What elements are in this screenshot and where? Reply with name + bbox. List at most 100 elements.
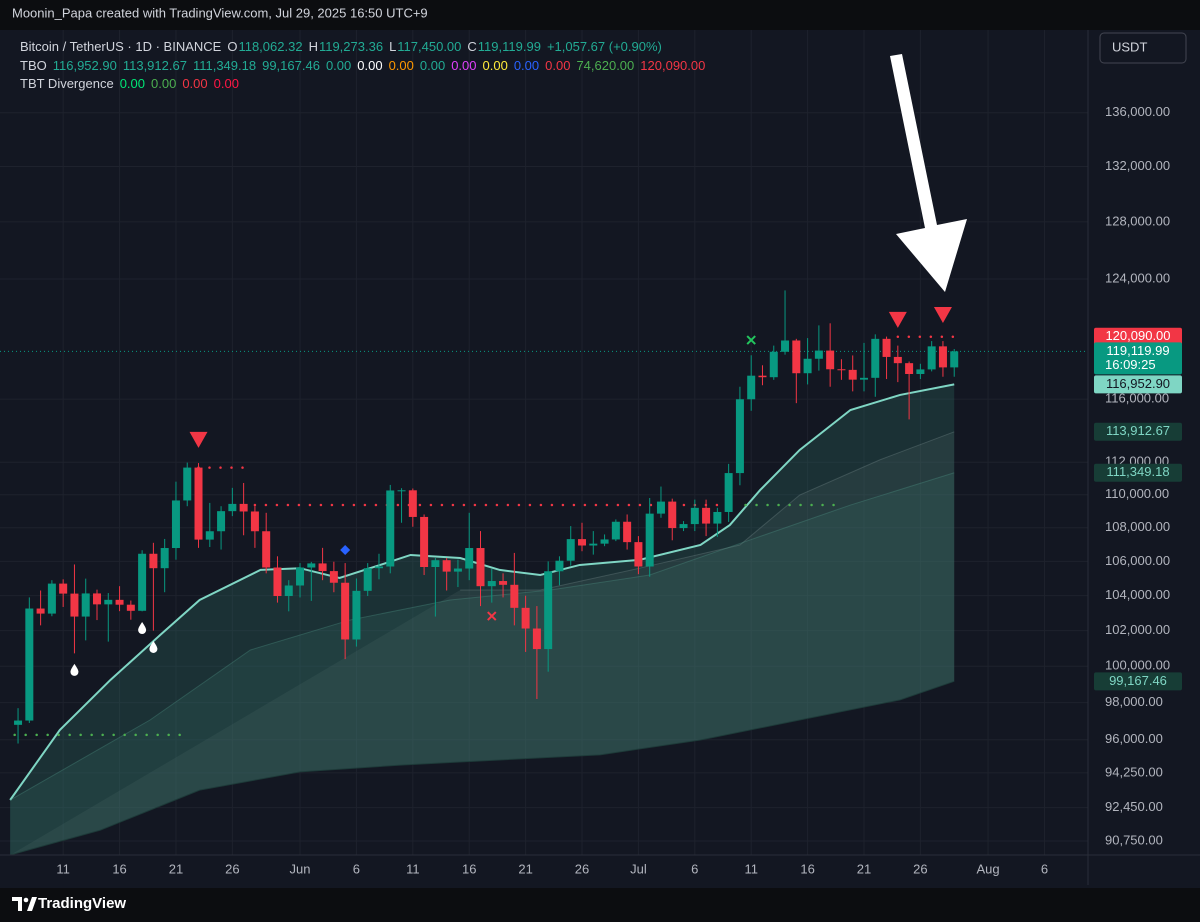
legend-value: 0.00 xyxy=(119,76,145,91)
candle-body xyxy=(871,338,880,378)
candle-body xyxy=(769,351,778,378)
x-tick-label: Aug xyxy=(976,861,999,876)
candle-body xyxy=(262,531,271,568)
candle-body xyxy=(239,503,248,512)
signal-marker xyxy=(888,311,907,328)
y-tick-label: 94,250.00 xyxy=(1105,764,1163,779)
legend-value: 119,273.36 xyxy=(318,39,384,54)
x-tick-label: 21 xyxy=(518,861,532,876)
candle-body xyxy=(476,548,485,587)
plot-area xyxy=(0,30,1088,855)
x-tick-label: 26 xyxy=(913,861,927,876)
candle-body xyxy=(70,593,79,617)
candle-body xyxy=(194,467,203,540)
footer-brand: TradingView xyxy=(38,895,126,912)
legend-value: 117,450.00 xyxy=(397,39,462,54)
candle-body xyxy=(623,521,632,543)
legend-name: Bitcoin / TetherUS · 1D · BINANCE xyxy=(20,39,222,54)
candle-body xyxy=(329,571,338,583)
candle-body xyxy=(578,539,587,546)
candle-body xyxy=(374,566,383,569)
candle-body xyxy=(149,553,158,569)
candle-body xyxy=(250,511,259,532)
x-tick-label: 16 xyxy=(800,861,814,876)
candle-body xyxy=(859,377,868,380)
candle-body xyxy=(532,628,541,650)
x-tick-label: Jun xyxy=(290,861,311,876)
y-tick-label: 132,000.00 xyxy=(1105,158,1170,173)
x-tick-label: 11 xyxy=(56,861,70,876)
legend-value: 99,167.46 xyxy=(262,57,320,73)
x-tick-label: 16 xyxy=(112,861,126,876)
candle-body xyxy=(273,567,282,597)
candle-body xyxy=(138,553,147,611)
legend-value: 0.00 xyxy=(182,76,208,91)
x-tick-label: 11 xyxy=(406,861,420,876)
candle-body xyxy=(487,581,496,587)
candle-body xyxy=(893,356,902,364)
candle-body xyxy=(555,560,564,572)
y-tick-label: 92,450.00 xyxy=(1105,799,1163,814)
candle-body xyxy=(589,543,598,546)
candle-body xyxy=(36,608,45,614)
logo xyxy=(12,897,37,911)
candle-body xyxy=(645,513,654,567)
top-bar xyxy=(0,0,1200,30)
candle-body xyxy=(465,548,474,569)
candle-body xyxy=(611,521,620,540)
signal-marker xyxy=(746,335,756,345)
currency[interactable]: USDT xyxy=(1112,39,1147,54)
y-tick-label: 104,000.00 xyxy=(1105,587,1170,602)
candle-body xyxy=(126,604,135,611)
candle-body xyxy=(59,583,68,594)
price-label: 116,952.90 xyxy=(1106,376,1170,391)
candle-body xyxy=(702,507,711,524)
y-tick-label: 102,000.00 xyxy=(1105,622,1170,637)
candle-body xyxy=(228,503,237,512)
candle-body xyxy=(14,720,23,725)
legend-value: 0.00 xyxy=(545,57,571,73)
candle-body xyxy=(521,607,530,629)
candle-body xyxy=(781,340,790,352)
candle-body xyxy=(510,584,519,608)
price-label-box xyxy=(1094,422,1182,441)
legend-value: H xyxy=(308,39,318,54)
price-label: 113,912.67 xyxy=(1106,423,1170,438)
indicator-line xyxy=(460,431,955,591)
signal-marker xyxy=(149,640,158,653)
legend-value: C xyxy=(467,39,477,54)
price-label: 111,349.18 xyxy=(1106,464,1169,479)
legend-value: 0.00 xyxy=(357,57,383,73)
candle-body xyxy=(386,490,395,567)
currency-button[interactable] xyxy=(1099,32,1187,64)
candle-body xyxy=(431,560,440,568)
legend-value: 0.00 xyxy=(213,76,239,91)
candle-body xyxy=(803,358,812,374)
legend-value: 119,119.99 xyxy=(477,39,541,54)
candle-body xyxy=(566,539,575,561)
signal-marker xyxy=(340,545,351,556)
candle-body xyxy=(284,585,293,597)
candle-body xyxy=(397,490,406,492)
candle-body xyxy=(442,560,451,572)
candle-body xyxy=(544,571,553,650)
legend-row: TBO 116,952.90 113,912.67 111,349.18 99,167.… xyxy=(20,57,705,76)
candle-body xyxy=(47,583,56,614)
candle-body xyxy=(81,593,90,617)
candle-body xyxy=(679,524,688,529)
legend-name: TBT Divergence xyxy=(20,76,114,91)
annotation-arrow xyxy=(890,54,967,292)
candle-body xyxy=(735,399,744,474)
x-tick-label: 21 xyxy=(169,861,183,876)
legend-value: 111,349.18 xyxy=(192,57,257,73)
price-label-box xyxy=(1094,342,1182,375)
candle-body xyxy=(453,568,462,572)
candle-body xyxy=(104,599,113,605)
candle-body xyxy=(183,467,192,501)
legend-value: 118,062.32 xyxy=(238,39,303,54)
candle-body xyxy=(420,516,429,568)
candle-body xyxy=(848,369,857,380)
logo-mark xyxy=(27,897,37,911)
